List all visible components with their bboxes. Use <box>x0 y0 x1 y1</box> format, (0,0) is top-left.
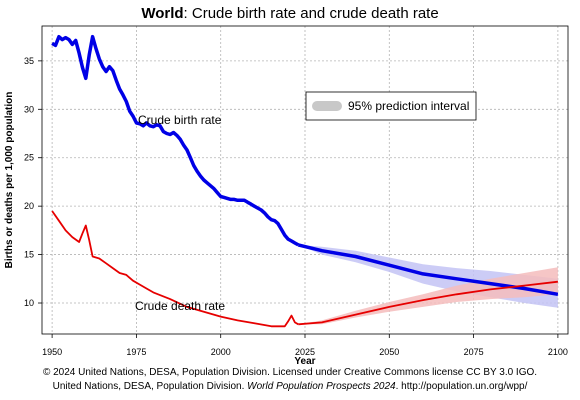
death-rate-interval-band <box>298 267 558 325</box>
source-suffix: . http://population.un.org/wpp/ <box>395 381 528 392</box>
copyright-line: © 2024 United Nations, DESA, Population … <box>42 367 538 378</box>
source-title: World Population Prospects 2024 <box>247 381 396 392</box>
legend-swatch <box>312 101 342 111</box>
bands <box>298 244 558 325</box>
x-tick-label: 2025 <box>295 347 315 357</box>
y-tick-label: 10 <box>24 298 34 308</box>
death-rate-projection-line <box>298 280 559 326</box>
x-tick-label: 2050 <box>379 347 399 357</box>
y-ticks: 10 15 20 25 30 35 <box>24 56 42 308</box>
y-axis-label: Births or deaths per 1,000 population <box>4 92 15 269</box>
death-rate-estimate-line <box>51 210 299 328</box>
legend: 95% prediction interval <box>305 91 477 121</box>
x-axis-label: Year <box>294 356 315 365</box>
birth-rate-estimate-line <box>51 34 300 247</box>
birth-rate-label: Crude birth rate <box>138 113 222 127</box>
x-tick-label: 1975 <box>126 347 146 357</box>
chart-title: World: Crude birth rate and crude death … <box>141 5 438 22</box>
y-tick-label: 20 <box>24 201 34 211</box>
chart: World: Crude birth rate and crude death … <box>4 5 569 365</box>
y-tick-label: 30 <box>24 104 34 114</box>
legend-label: 95% prediction interval <box>348 99 469 113</box>
y-tick-label: 35 <box>24 56 34 66</box>
chart-title-rest: : Crude birth rate and crude death rate <box>184 5 439 22</box>
source-prefix: United Nations, DESA, Population Divisio… <box>52 381 248 392</box>
death-rate-label: Crude death rate <box>135 299 225 313</box>
source-line: United Nations, DESA, Population Divisio… <box>0 381 580 393</box>
y-tick-label: 15 <box>24 250 34 260</box>
x-tick-label: 2000 <box>211 347 231 357</box>
x-ticks: 1950 1975 2000 2025 2050 2075 2100 <box>42 334 568 357</box>
x-tick-label: 2100 <box>548 347 568 357</box>
chart-title-bold: World <box>141 5 183 22</box>
x-tick-label: 1950 <box>42 347 62 357</box>
y-tick-label: 25 <box>24 153 34 163</box>
series-lines <box>51 34 559 328</box>
x-tick-label: 2075 <box>464 347 484 357</box>
